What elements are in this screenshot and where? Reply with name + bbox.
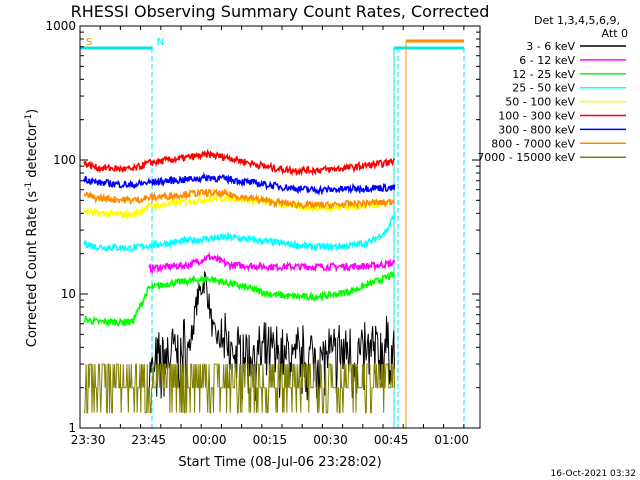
x-tick-label: 00:00	[192, 433, 227, 447]
flag-label-S: S	[86, 37, 92, 48]
legend-label-7: 300 - 800 keV	[498, 123, 575, 136]
chart-title: RHESSI Observing Summary Count Rates, Co…	[71, 2, 490, 21]
series-line-5	[83, 193, 388, 221]
series-line-2	[148, 251, 396, 274]
legend-label-3: 12 - 25 keV	[512, 68, 575, 81]
y-tick-label: 1000	[45, 19, 76, 33]
legend-label-5: 50 - 100 keV	[505, 96, 575, 109]
plot-frame	[79, 25, 481, 429]
legend-label-1: 3 - 6 keV	[526, 40, 575, 53]
series-line-4	[83, 212, 396, 253]
x-axis-label: Start Time (08-Jul-06 23:28:02)	[178, 455, 381, 470]
y-axis-label: Corrected Count Rate (s-1 detector-1)	[24, 109, 40, 347]
x-tick-label: 23:30	[71, 433, 106, 447]
x-tick-label: 00:15	[253, 433, 288, 447]
series-line-9	[84, 363, 396, 414]
x-tick-label: 00:30	[313, 433, 348, 447]
legend-label-2: 6 - 12 keV	[519, 54, 575, 67]
y-tick-label: 10	[61, 287, 76, 301]
series-line-6	[83, 148, 396, 177]
legend-header-2: Att 0	[602, 27, 628, 40]
x-tick-label: 00:45	[374, 433, 409, 447]
legend-label-8: 800 - 7000 keV	[491, 137, 575, 150]
x-tick-label: 23:45	[131, 433, 166, 447]
series-line-3	[83, 271, 396, 328]
generation-timestamp: 16-Oct-2021 03:32	[551, 469, 636, 479]
legend-label-9: 7000 - 15000 keV	[477, 151, 575, 164]
y-tick-label: 100	[53, 153, 76, 167]
y-tick-label: 1	[68, 421, 76, 435]
legend-label-4: 25 - 50 keV	[512, 82, 575, 95]
axes: 1 10 100 1000 23:30 23:45 00:00 00:15 00:30 00:45…	[45, 19, 480, 447]
series-line-7	[83, 171, 396, 196]
legend-header-1: Det 1,3,4,5,6,9,	[534, 14, 620, 27]
x-tick-label: 01:00	[434, 433, 469, 447]
flag-label-N: N	[157, 37, 164, 48]
legend-label-6: 100 - 300 keV	[498, 110, 575, 123]
series-line-8	[83, 187, 396, 211]
